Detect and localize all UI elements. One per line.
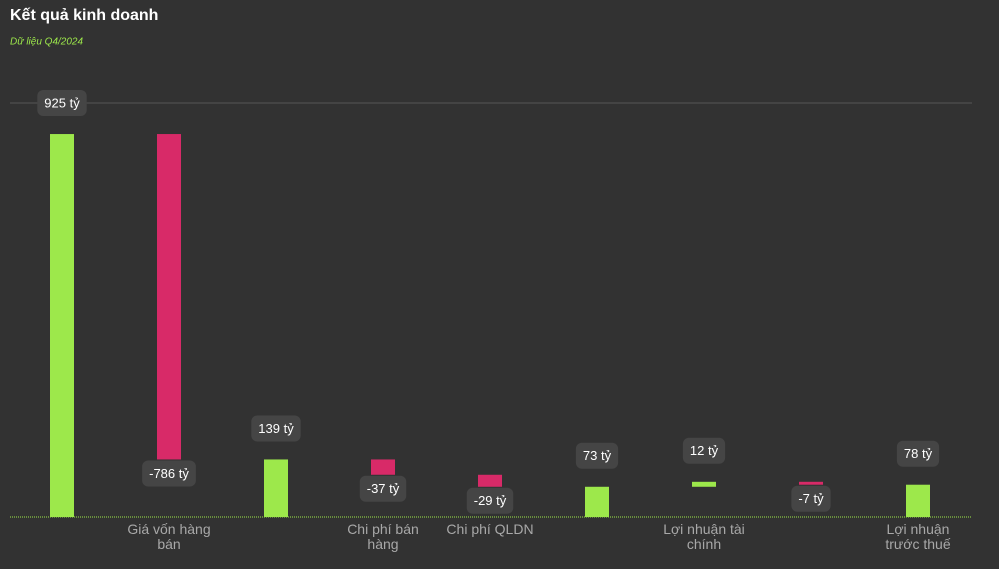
value-label: -786 tỷ [149, 466, 189, 481]
bar [585, 486, 609, 517]
bar [50, 134, 74, 518]
bar [692, 481, 716, 487]
value-label-bg [896, 440, 940, 467]
value-label: -37 tỷ [367, 481, 400, 496]
bar [264, 459, 288, 517]
x-tick-label: Chi phí bán hàng [347, 521, 419, 552]
value-label-bg [359, 475, 407, 502]
value-label: 139 tỷ [258, 421, 294, 436]
x-tick-label: Giá vốn hàng bán [127, 521, 211, 552]
value-label-bg [466, 487, 514, 514]
value-label-bg [37, 90, 87, 117]
value-label-bg [142, 460, 196, 487]
value-label: -7 tỷ [798, 491, 824, 506]
bar [799, 481, 823, 485]
x-tick-label: Chi phí QLDN [446, 521, 534, 537]
chart-subtitle: Dữ liệu Q4/2024 [10, 37, 83, 48]
x-tick-label: Lợi nhuận tài chính [663, 521, 745, 552]
x-tick-label: Lợi nhuận trước thuế [885, 521, 951, 552]
chart-title: Kết quả kinh doanh [10, 7, 158, 24]
bar [906, 484, 930, 517]
value-label: -29 tỷ [474, 493, 507, 508]
value-label: 78 tỷ [904, 446, 933, 461]
value-label-bg [791, 485, 831, 512]
bar [478, 474, 502, 487]
bar [371, 459, 395, 475]
value-label-bg [575, 442, 619, 469]
value-label: 12 tỷ [690, 443, 719, 458]
value-label-bg [682, 437, 726, 464]
bar [157, 134, 181, 460]
value-label: 925 tỷ [44, 95, 80, 110]
value-label: 73 tỷ [583, 448, 612, 463]
value-label-bg [251, 415, 301, 442]
